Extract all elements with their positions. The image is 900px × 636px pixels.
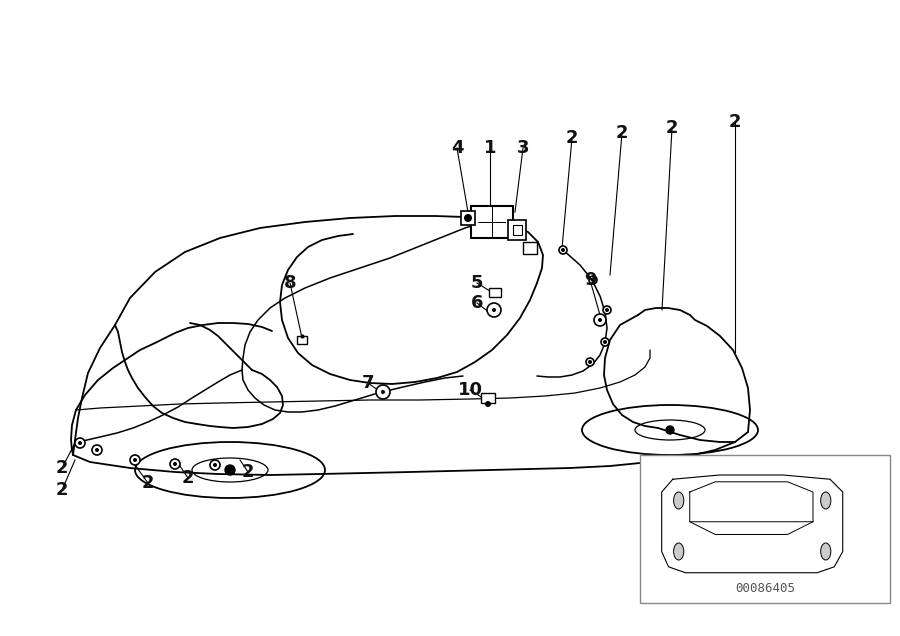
Circle shape — [586, 358, 594, 366]
Ellipse shape — [821, 543, 831, 560]
Text: 5: 5 — [471, 274, 483, 292]
Circle shape — [381, 390, 385, 394]
Circle shape — [133, 458, 137, 462]
Circle shape — [78, 441, 82, 445]
Circle shape — [95, 448, 99, 452]
Circle shape — [603, 340, 607, 344]
Bar — [508, 220, 526, 240]
Text: 2: 2 — [729, 113, 742, 131]
Circle shape — [559, 246, 567, 254]
Text: 2: 2 — [616, 124, 628, 142]
Circle shape — [588, 360, 592, 364]
Circle shape — [92, 445, 102, 455]
Text: 6: 6 — [471, 294, 483, 312]
Ellipse shape — [673, 492, 684, 509]
Text: 1: 1 — [484, 139, 496, 157]
Bar — [523, 242, 537, 254]
Ellipse shape — [673, 543, 684, 560]
Text: 2: 2 — [56, 481, 68, 499]
Circle shape — [464, 214, 472, 222]
Circle shape — [213, 463, 217, 467]
Text: 8: 8 — [284, 274, 296, 292]
Circle shape — [485, 401, 491, 407]
Circle shape — [605, 308, 609, 312]
Text: 2: 2 — [566, 129, 578, 147]
Circle shape — [376, 385, 390, 399]
Circle shape — [492, 308, 496, 312]
Bar — [640, 455, 890, 603]
Text: 4: 4 — [451, 139, 464, 157]
Text: 7: 7 — [362, 374, 374, 392]
Circle shape — [594, 314, 606, 326]
Circle shape — [561, 248, 565, 252]
Text: 2: 2 — [182, 469, 194, 487]
Circle shape — [589, 276, 597, 284]
Text: 2: 2 — [666, 119, 679, 137]
Text: 2: 2 — [242, 463, 254, 481]
Ellipse shape — [821, 492, 831, 509]
Bar — [489, 287, 501, 296]
Text: 2: 2 — [142, 474, 154, 492]
Circle shape — [130, 455, 140, 465]
Circle shape — [601, 338, 609, 346]
Circle shape — [598, 318, 602, 322]
Circle shape — [75, 438, 85, 448]
Text: 2: 2 — [56, 459, 68, 477]
Circle shape — [173, 462, 177, 466]
Circle shape — [210, 460, 220, 470]
Text: 9: 9 — [584, 271, 596, 289]
Text: 10: 10 — [457, 381, 482, 399]
Circle shape — [487, 303, 501, 317]
Circle shape — [591, 278, 595, 282]
Circle shape — [603, 306, 611, 314]
Circle shape — [225, 465, 235, 475]
Bar — [461, 211, 475, 225]
Bar — [297, 336, 307, 344]
Bar — [471, 206, 513, 238]
Circle shape — [666, 426, 674, 434]
Text: 00086405: 00086405 — [735, 581, 795, 595]
Circle shape — [170, 459, 180, 469]
Bar — [512, 225, 521, 235]
Text: 3: 3 — [517, 139, 529, 157]
Bar — [481, 393, 495, 403]
